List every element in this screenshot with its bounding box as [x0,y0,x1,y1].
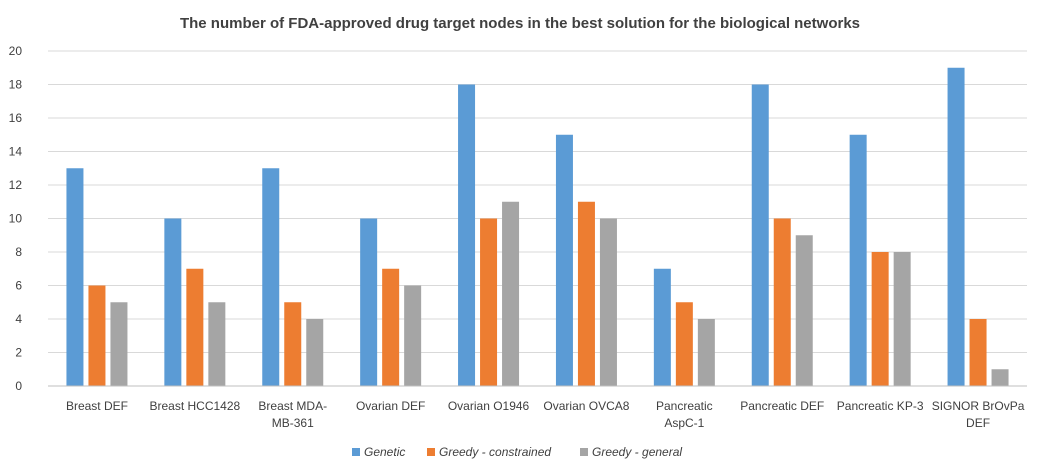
x-category-label: Pancreatic DEF [740,399,824,413]
bar [577,201,595,386]
bar [262,168,280,386]
y-tick-label: 16 [9,111,23,125]
bar [947,67,965,386]
x-category-label: Ovarian OVCA8 [543,399,629,413]
legend-label: Greedy - constrained [439,445,551,459]
x-category-label-line: AspC-1 [664,416,704,430]
legend-swatch [427,448,435,456]
bar [360,218,378,386]
legend-swatch [580,448,588,456]
x-category-label-line: Ovarian OVCA8 [543,399,629,413]
bar [751,84,769,386]
bar [653,268,671,386]
bars [66,67,1009,386]
x-category-label-line: Breast MDA- [258,399,327,413]
bar [991,369,1009,386]
x-category-label-line: Ovarian DEF [356,399,425,413]
x-category-label-line: Breast DEF [66,399,128,413]
y-tick-label: 2 [15,346,22,360]
x-category-label-line: SIGNOR BrOvPa [932,399,1025,413]
bar [66,168,84,386]
bar [458,84,476,386]
y-tick-label: 20 [9,44,23,58]
x-category-label-line: DEF [966,416,990,430]
x-category-label-line: Breast HCC1428 [149,399,240,413]
chart-title: The number of FDA-approved drug target n… [180,15,860,32]
x-category-label: Breast DEF [66,399,128,413]
bar [697,319,715,386]
x-category-label-line: MB-361 [272,416,314,430]
x-category-label: Ovarian DEF [356,399,425,413]
y-tick-label: 10 [9,212,23,226]
bar [480,218,498,386]
x-category-label-line: Pancreatic [656,399,713,413]
y-tick-label: 14 [9,145,23,159]
bar [502,201,520,386]
x-category-label: Breast MDA- MB-361 [258,399,327,430]
bar [969,319,987,386]
bar [795,235,813,386]
bar [871,252,889,386]
legend-label: Genetic [364,445,405,459]
legend-label: Greedy - general [592,445,682,459]
x-category-label: Breast HCC1428 [149,399,240,413]
x-category-label-line: Pancreatic KP-3 [837,399,924,413]
x-category-label-line: Pancreatic DEF [740,399,824,413]
y-tick-label: 18 [9,78,23,92]
bar [88,285,106,386]
x-category-label: Pancreatic AspC-1 [656,399,713,430]
bar [208,302,226,386]
bar [404,285,422,386]
bar [849,134,867,386]
x-category-label: SIGNOR BrOvPa DEF [932,399,1025,430]
bar [186,268,204,386]
x-category-label: Ovarian O1946 [448,399,530,413]
y-tick-label: 8 [15,245,22,259]
x-category-label: Pancreatic KP-3 [837,399,924,413]
y-tick-label: 4 [15,312,22,326]
bar [773,218,791,386]
x-category-label-line: Ovarian O1946 [448,399,530,413]
legend-swatch [352,448,360,456]
bar [164,218,182,386]
bar [382,268,400,386]
y-tick-label: 12 [9,178,23,192]
legend: Genetic Greedy - constrained Greedy - gene… [352,445,682,459]
y-tick-label: 0 [15,379,22,393]
x-axis: Breast DEF Breast HCC1428 Breast MDA- MB-36… [48,385,1027,430]
bar [675,302,693,386]
bar [284,302,302,386]
bar [110,302,128,386]
bar [555,134,573,386]
bar [893,252,911,386]
bar [306,319,324,386]
y-tick-label: 6 [15,279,22,293]
bar [599,218,617,386]
y-axis-ticks: 0 2 4 6 8 10 12 14 16 18 20 [9,44,23,393]
